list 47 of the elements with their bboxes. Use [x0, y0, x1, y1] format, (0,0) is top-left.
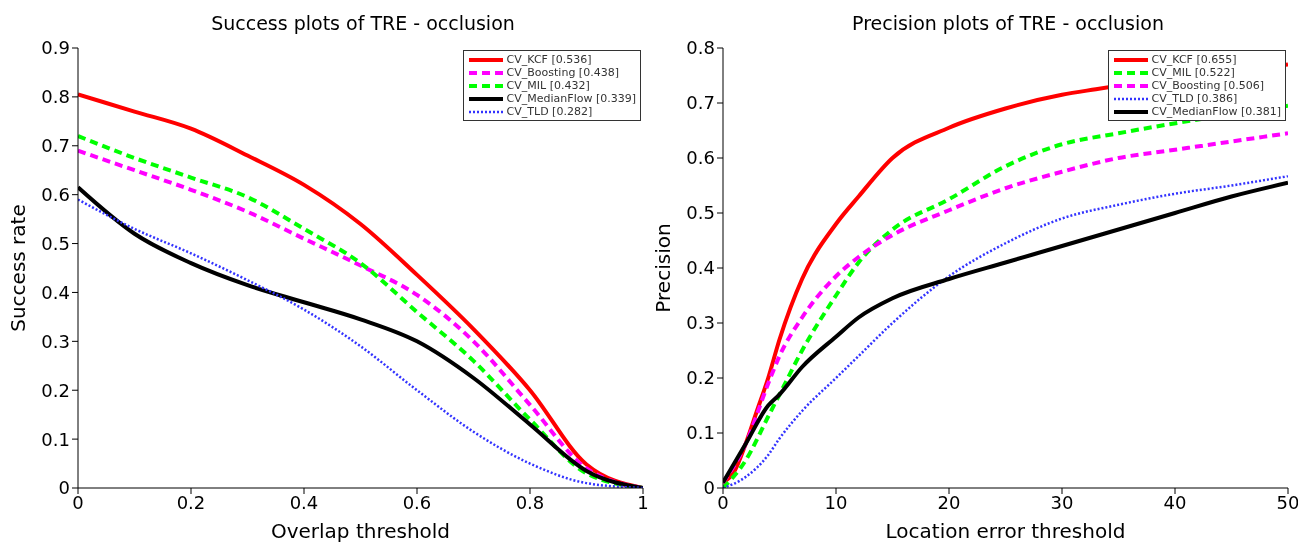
y-tick-label: 0.8 — [686, 37, 715, 59]
y-tick-label: 0 — [58, 477, 70, 499]
y-tick-label: 0.4 — [686, 257, 715, 279]
chart-title: Success plots of TRE - occlusion — [211, 12, 515, 34]
chart-title: Precision plots of TRE - occlusion — [852, 12, 1164, 34]
y-tick-label: 0.6 — [686, 147, 715, 169]
legend-label: CV_Boosting [0.506] — [1151, 79, 1264, 92]
y-axis-title: Success rate — [6, 204, 31, 332]
y-tick-label: 0.1 — [41, 428, 70, 450]
legend-label: CV_MIL [0.522] — [1151, 66, 1235, 79]
x-tick-label: 0.4 — [289, 491, 319, 513]
x-tick-label: 10 — [824, 491, 848, 513]
y-axis-title: Precision — [651, 223, 676, 313]
legend-label: CV_MIL [0.432] — [506, 79, 590, 92]
y-tick-label: 0.1 — [686, 422, 715, 444]
y-tick-label: 0.3 — [686, 312, 715, 334]
legend-label: CV_KCF [0.655] — [1151, 53, 1237, 66]
legend-label: CV_TLD [0.282] — [506, 105, 593, 118]
x-tick-label: 40 — [1163, 491, 1187, 513]
x-tick-label: 0.8 — [515, 491, 545, 513]
x-tick-label: 0 — [717, 491, 729, 513]
y-tick-label: 0.3 — [41, 330, 70, 352]
x-axis-title: Location error threshold — [885, 519, 1126, 543]
y-tick-label: 0.7 — [41, 135, 70, 157]
y-tick-label: 0.5 — [41, 232, 70, 254]
y-tick-label: 0.5 — [686, 202, 715, 224]
y-tick-label: 0.9 — [41, 37, 70, 59]
legend-label: CV_TLD [0.386] — [1151, 92, 1238, 105]
x-tick-label: 20 — [937, 491, 961, 513]
x-tick-label: 0.6 — [402, 491, 432, 513]
x-tick-label: 30 — [1050, 491, 1074, 513]
legend-label: CV_MedianFlow [0.339] — [506, 92, 636, 105]
y-tick-label: 0.4 — [41, 281, 70, 303]
y-tick-label: 0.8 — [41, 86, 70, 108]
y-tick-label: 0 — [703, 477, 715, 499]
y-tick-label: 0.6 — [41, 184, 70, 206]
x-tick-label: 0.2 — [176, 491, 206, 513]
x-tick-label: 50 — [1276, 491, 1300, 513]
legend-label: CV_KCF [0.536] — [506, 53, 592, 66]
legend-label: CV_Boosting [0.438] — [506, 66, 619, 79]
y-tick-label: 0.2 — [41, 379, 70, 401]
y-tick-label: 0.2 — [686, 367, 715, 389]
x-tick-label: 0 — [72, 491, 84, 513]
x-tick-label: 1 — [637, 491, 649, 513]
legend-label: CV_MedianFlow [0.381] — [1151, 105, 1281, 118]
y-tick-label: 0.7 — [686, 92, 715, 114]
x-axis-title: Overlap threshold — [270, 519, 451, 543]
